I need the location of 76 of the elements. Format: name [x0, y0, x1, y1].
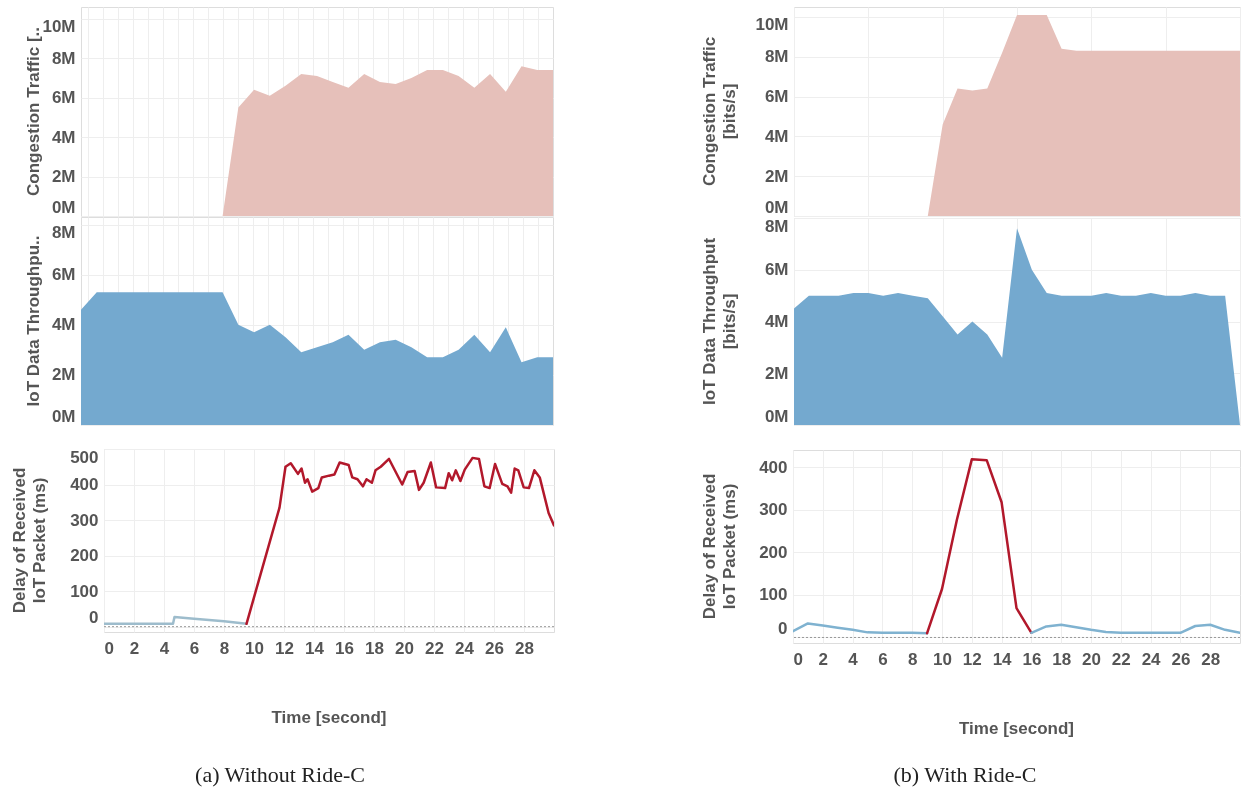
x-tick-label: 4 [159, 638, 170, 658]
y-tick-label: 6M [51, 88, 76, 108]
x-tick-label: 14 [305, 638, 325, 658]
x-tick-label: 22 [1111, 649, 1131, 669]
x-tick-label: 20 [1082, 649, 1101, 669]
x-axis-title: Time [second] [959, 719, 1074, 738]
y-tick-label: 4M [51, 315, 76, 335]
x-tick-label: 26 [485, 638, 504, 658]
y-tick-label: 300 [70, 510, 99, 530]
y-axis-title: Delay of Received IoT Packet (ms) [700, 473, 739, 620]
y-tick-label: 4M [51, 127, 76, 147]
y-tick-label: 4M [764, 312, 789, 331]
text: (b) With Ride-C [893, 762, 1037, 788]
y-axis-title: Congestion Traffic [bits/s] [700, 36, 739, 187]
x-tick-label: 24 [455, 638, 475, 658]
y-tick-label: 200 [70, 546, 99, 566]
x-tick-label: 8 [907, 649, 918, 669]
y-tick-label: 2M [51, 365, 76, 385]
y-tick-label: 8M [764, 216, 789, 236]
y-tick-label: 0 [778, 618, 788, 638]
x-tick-label: 18 [365, 638, 384, 658]
x-tick-label: 22 [425, 638, 444, 658]
y-tick-label: 0M [764, 406, 789, 426]
x-axis-title: Time [second] [271, 708, 387, 727]
y-tick-label: 100 [70, 581, 99, 601]
y-tick-label: 0M [51, 406, 76, 426]
y-tick-label: 8M [51, 48, 76, 68]
y-tick-label: 4M [764, 126, 789, 146]
x-tick-label: 4 [848, 649, 859, 669]
y-tick-label: 0M [764, 197, 789, 217]
y-tick-label: 6M [764, 87, 789, 107]
x-tick-label: 16 [1022, 649, 1042, 669]
y-tick-label: 2M [51, 167, 76, 187]
y-tick-label: 10M [42, 17, 76, 37]
line-series [1030, 623, 1240, 635]
y-tick-label: 2M [764, 166, 789, 186]
line-series [793, 622, 929, 635]
y-axis-title: IoT Data Throughpu.. [24, 235, 43, 407]
y-tick-label: 0M [51, 197, 76, 217]
y-tick-label: 10M [755, 15, 789, 35]
text: (a) Without Ride-C [195, 762, 365, 788]
y-tick-label: 0 [89, 608, 99, 628]
y-tick-label: 6M [51, 265, 76, 285]
y-tick-label: 200 [759, 542, 788, 562]
x-tick-label: 12 [962, 649, 982, 669]
x-tick-label: 6 [878, 649, 888, 669]
x-tick-label: 28 [515, 638, 534, 658]
x-tick-label: 26 [1171, 649, 1191, 669]
y-tick-label: 100 [759, 585, 788, 605]
y-tick-label: 400 [759, 457, 788, 477]
y-tick-label: 6M [764, 260, 789, 280]
x-tick-label: 12 [275, 638, 294, 658]
x-tick-label: 10 [933, 649, 952, 669]
x-tick-label: 0 [793, 649, 803, 669]
y-axis-title: Delay of Received IoT Packet (ms) [10, 467, 49, 614]
x-tick-label: 16 [335, 638, 354, 658]
y-tick-label: 400 [70, 475, 99, 495]
x-tick-label: 14 [992, 649, 1013, 669]
y-tick-label: 8M [51, 223, 76, 243]
x-tick-label: 0 [104, 638, 114, 658]
x-tick-label: 18 [1052, 649, 1072, 669]
y-axis-title: IoT Data Throughput [bits/s] [700, 237, 739, 406]
y-tick-label: 300 [759, 500, 788, 520]
y-tick-label: 8M [764, 47, 789, 67]
y-tick-label: 500 [70, 447, 99, 467]
line-series [925, 458, 1033, 635]
x-tick-label: 2 [818, 649, 829, 669]
x-tick-label: 6 [189, 638, 200, 658]
x-tick-label: 10 [245, 638, 264, 658]
y-axis-title: Congestion Traffic [.. [24, 26, 43, 197]
x-tick-label: 2 [129, 638, 140, 658]
x-tick-label: 28 [1201, 649, 1221, 669]
y-tick-label: 2M [764, 363, 789, 383]
x-tick-label: 20 [395, 638, 414, 658]
x-tick-label: 8 [219, 638, 230, 658]
x-tick-label: 24 [1141, 649, 1162, 669]
